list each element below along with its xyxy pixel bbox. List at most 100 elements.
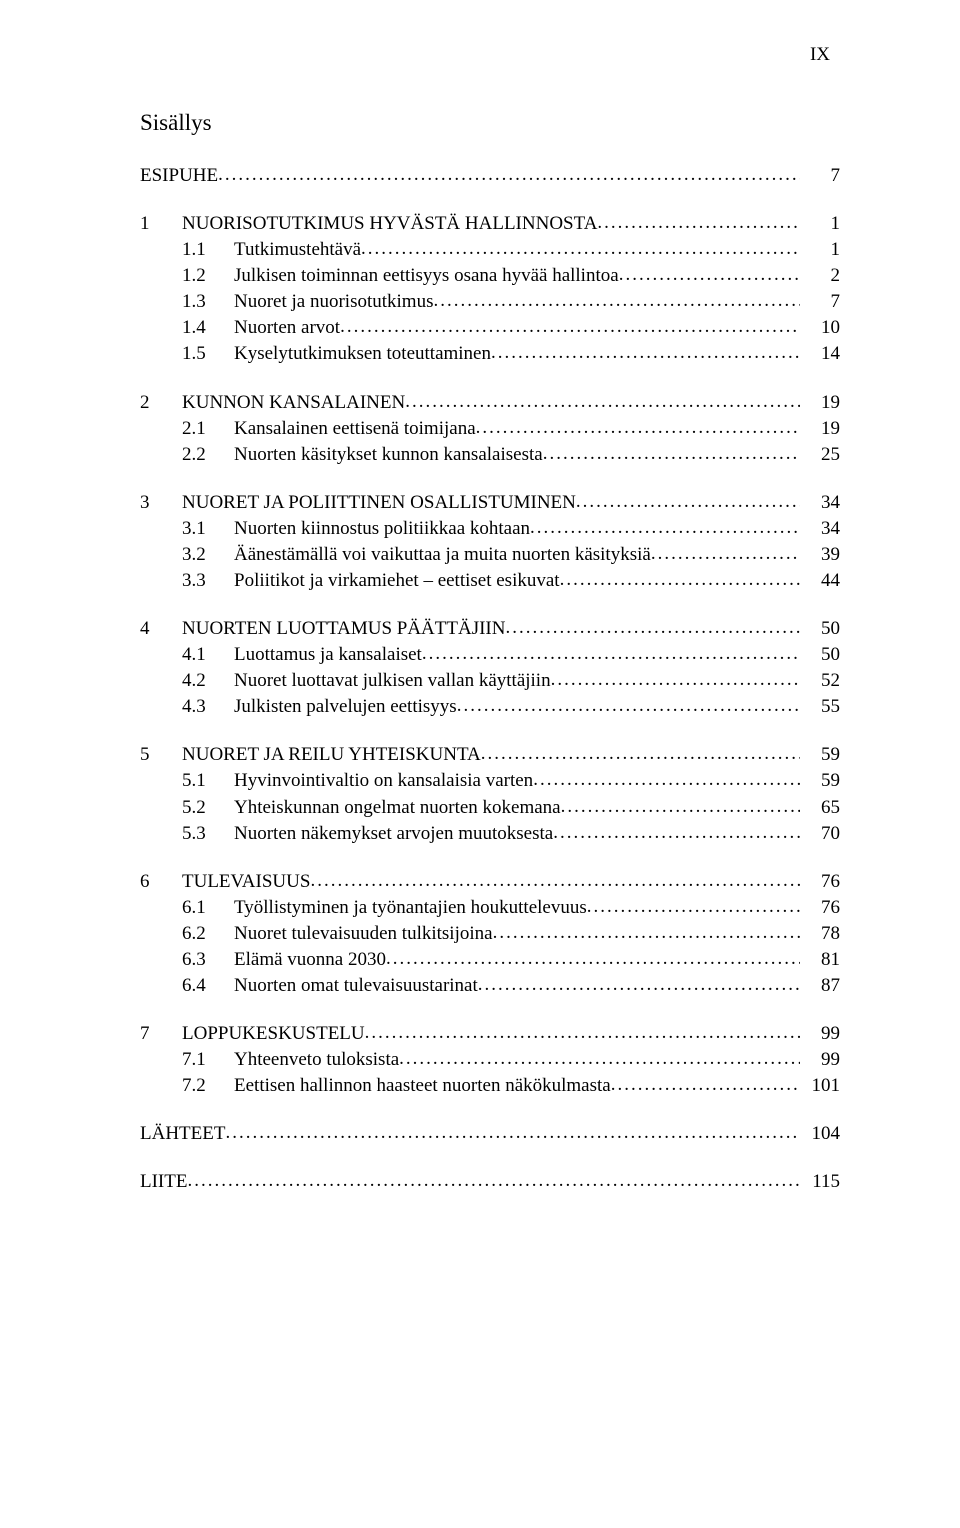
toc-leader [530, 515, 800, 534]
toc-page: 78 [800, 921, 840, 946]
toc-line: 1.3Nuoret ja nuorisotutkimus 7 [140, 288, 840, 314]
toc-subnum: 6.4 [182, 973, 234, 998]
toc-label: Yhteiskunnan ongelmat nuorten kokemana [234, 795, 561, 820]
toc-leader [386, 946, 800, 965]
toc-line: 6.3Elämä vuonna 203081 [140, 946, 840, 972]
toc-line: 3.1Nuorten kiinnostus politiikkaa kohtaa… [140, 515, 840, 541]
page-number-roman: IX [810, 44, 830, 66]
toc-label: LIITE [140, 1169, 187, 1194]
toc-page: 115 [800, 1169, 840, 1194]
toc-subnum: 2.1 [182, 416, 234, 441]
toc-subnum: 3.2 [182, 542, 234, 567]
toc-line: 3.2Äänestämällä voi vaikuttaa ja muita n… [140, 541, 840, 567]
toc-subnum: 1.5 [182, 341, 234, 366]
toc-page: 52 [800, 668, 840, 693]
toc-label: Nuorten kiinnostus politiikkaa kohtaan [234, 516, 530, 541]
toc-page: IX Sisällys ESIPUHE71NUORISOTUTKIMUS HYV… [0, 0, 960, 1528]
toc-page: 14 [800, 341, 840, 366]
toc-line: 2.1Kansalainen eettisenä toimijana19 [140, 415, 840, 441]
toc-page: 99 [800, 1021, 840, 1046]
toc-leader [651, 541, 800, 560]
toc-leader [361, 236, 800, 255]
toc-num: 3 [140, 490, 182, 515]
toc-num: 7 [140, 1021, 182, 1046]
toc-leader [553, 820, 800, 839]
toc-line: 4.1Luottamus ja kansalaiset50 [140, 641, 840, 667]
toc-subnum: 7.2 [182, 1073, 234, 1098]
toc-label: Luottamus ja kansalaiset [234, 642, 422, 667]
toc-leader [491, 340, 800, 359]
toc-label: Äänestämällä voi vaikuttaa ja muita nuor… [234, 542, 651, 567]
toc-num: 6 [140, 869, 182, 894]
toc-leader [543, 441, 800, 460]
toc-label: NUORET JA REILU YHTEISKUNTA [182, 742, 481, 767]
toc-page: 25 [800, 442, 840, 467]
toc-page: 19 [800, 390, 840, 415]
toc-page: 2 [800, 263, 840, 288]
toc-leader [310, 868, 800, 887]
toc-label: NUORET JA POLIITTINEN OSALLISTUMINEN [182, 490, 576, 515]
toc-num: 4 [140, 616, 182, 641]
toc-page: 1 [800, 211, 840, 236]
toc-line: 2KUNNON KANSALAINEN 19 [140, 389, 840, 415]
toc-leader [576, 489, 800, 508]
toc-subnum: 4.2 [182, 668, 234, 693]
toc-subnum: 5.2 [182, 795, 234, 820]
toc-label: Yhteenveto tuloksista [234, 1047, 399, 1072]
toc-line: 5NUORET JA REILU YHTEISKUNTA59 [140, 741, 840, 767]
toc-subnum: 1.2 [182, 263, 234, 288]
toc-label: ESIPUHE [140, 163, 218, 188]
toc-line: 1NUORISOTUTKIMUS HYVÄSTÄ HALLINNOSTA1 [140, 210, 840, 236]
toc-line: 4NUORTEN LUOTTAMUS PÄÄTTÄJIIN50 [140, 615, 840, 641]
toc-label: Nuoret ja nuorisotutkimus [234, 289, 433, 314]
toc-label: Eettisen hallinnon haasteet nuorten näkö… [234, 1073, 611, 1098]
toc-leader [457, 693, 800, 712]
toc-line: ESIPUHE 7 [140, 162, 840, 188]
toc-page: 59 [800, 768, 840, 793]
toc-leader [218, 162, 800, 181]
toc-leader [478, 972, 800, 991]
toc-num: 1 [140, 211, 182, 236]
toc-leader [560, 567, 800, 586]
toc-label: Kyselytutkimuksen toteuttaminen [234, 341, 491, 366]
toc-leader [225, 1120, 800, 1139]
toc-label: LÄHTEET [140, 1121, 225, 1146]
toc-label: TULEVAISUUS [182, 869, 310, 894]
toc-leader [187, 1168, 800, 1187]
toc-page: 76 [800, 895, 840, 920]
toc-label: Elämä vuonna 2030 [234, 947, 386, 972]
toc-line: 4.3Julkisten palvelujen eettisyys55 [140, 693, 840, 719]
toc-page: 19 [800, 416, 840, 441]
toc-leader [340, 314, 800, 333]
toc-page: 70 [800, 821, 840, 846]
toc-leader [405, 389, 800, 408]
toc-line: 4.2Nuoret luottavat julkisen vallan käyt… [140, 667, 840, 693]
toc-num: 2 [140, 390, 182, 415]
toc-leader [619, 262, 800, 281]
toc-page: 65 [800, 795, 840, 820]
toc-label: Nuorten omat tulevaisuustarinat [234, 973, 478, 998]
toc-page: 7 [800, 163, 840, 188]
toc-page: 55 [800, 694, 840, 719]
toc-line: 1.2Julkisen toiminnan eettisyys osana hy… [140, 262, 840, 288]
toc-page: 81 [800, 947, 840, 972]
toc-subnum: 1.3 [182, 289, 234, 314]
toc-label: NUORTEN LUOTTAMUS PÄÄTTÄJIIN [182, 616, 505, 641]
toc-subnum: 5.3 [182, 821, 234, 846]
toc-subnum: 3.3 [182, 568, 234, 593]
toc-page: 7 [800, 289, 840, 314]
toc-leader [561, 794, 800, 813]
toc-label: Julkisen toiminnan eettisyys osana hyvää… [234, 263, 619, 288]
toc-num: 5 [140, 742, 182, 767]
toc-leader [533, 767, 800, 786]
toc-subnum: 3.1 [182, 516, 234, 541]
toc-page: 1 [800, 237, 840, 262]
toc-subnum: 5.1 [182, 768, 234, 793]
toc-label: KUNNON KANSALAINEN [182, 390, 405, 415]
toc-label: Julkisten palvelujen eettisyys [234, 694, 457, 719]
toc-leader [597, 210, 800, 229]
toc-line: 3.3Poliitikot ja virkamiehet – eettiset … [140, 567, 840, 593]
toc-line: 7LOPPUKESKUSTELU99 [140, 1020, 840, 1046]
toc-label: Nuoret luottavat julkisen vallan käyttäj… [234, 668, 551, 693]
toc-subnum: 6.2 [182, 921, 234, 946]
